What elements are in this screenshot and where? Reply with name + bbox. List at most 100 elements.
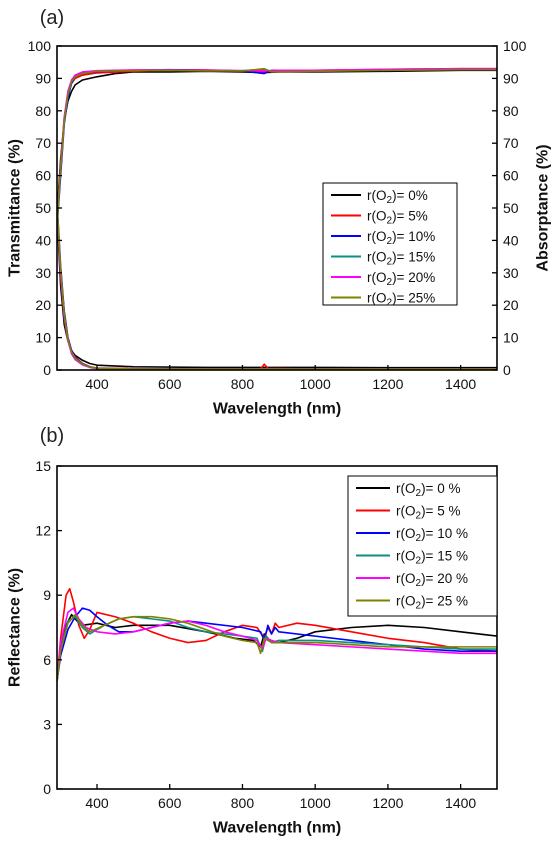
- y-tick-label: 15: [35, 458, 51, 474]
- legend-entry-pre: r(O: [396, 503, 416, 518]
- y-tick-label: 90: [35, 70, 51, 86]
- chart-panel-0: (a) 0 0 10 10 20 20 30 30 40 40 50 50 60 60 70 70 80 80 90 9…: [7, 7, 552, 418]
- legend: r(O2)= 0%r(O2)= 5%r(O2)= 10%r(O2)= 15%r(…: [322, 182, 458, 309]
- legend-entry-sub: 2: [387, 216, 393, 227]
- legend-entry-post: )= 15%: [392, 249, 435, 264]
- y-tick-label: 12: [35, 523, 51, 539]
- legend-entry-sub: 2: [416, 556, 422, 567]
- legend-entry-sub: 2: [416, 488, 422, 499]
- legend: r(O2)= 0 %r(O2)= 5 %r(O2)= 10 %r(O2)= 15…: [347, 475, 498, 617]
- legend-entry: r(O2)= 15 %: [396, 548, 468, 567]
- y-tick-label: 100: [28, 38, 52, 54]
- legend-entry-sub: 2: [387, 236, 393, 247]
- y-tick-label-right: 0: [503, 362, 511, 378]
- y-tick-label-right: 40: [503, 232, 519, 248]
- y-tick-label: 40: [35, 232, 51, 248]
- legend-entry-sub: 2: [387, 195, 393, 206]
- series-line-5-transmittance: [57, 67, 497, 225]
- y-tick-label-right: 100: [503, 38, 527, 54]
- legend-entry-pre: r(O: [396, 481, 416, 496]
- legend-entry-pre: r(O: [396, 526, 416, 541]
- legend-entry: r(O2)= 10 %: [396, 526, 468, 545]
- series-line-0-absorptance: [57, 214, 497, 369]
- y-tick-label: 3: [43, 716, 51, 732]
- legend-entry: r(O2)= 0%: [367, 188, 428, 207]
- y-tick-label-right: 70: [503, 135, 519, 151]
- x-tick-label: 400: [85, 376, 109, 392]
- legend-entry-post: )= 20 %: [421, 571, 468, 586]
- legend-entry-post: )= 25%: [392, 290, 435, 305]
- legend-entry: r(O2)= 25%: [367, 290, 435, 309]
- legend-entry-pre: r(O: [367, 270, 387, 285]
- x-tick-label: 1200: [372, 376, 403, 392]
- x-tick-label: 800: [231, 376, 255, 392]
- y-tick-label: 70: [35, 135, 51, 151]
- y-tick-label: 0: [43, 362, 51, 378]
- legend-entry-pre: r(O: [367, 229, 387, 244]
- x-tick-label: 1400: [445, 376, 476, 392]
- series-line-2-reflectance: [57, 607, 497, 682]
- legend-entry: r(O2)= 5%: [367, 208, 428, 227]
- legend-entry: r(O2)= 20%: [367, 270, 435, 289]
- legend-entry: r(O2)= 25 %: [396, 593, 468, 612]
- legend-entry-sub: 2: [416, 578, 422, 589]
- legend-entry-pre: r(O: [367, 208, 387, 223]
- series-line-5-reflectance: [57, 613, 497, 682]
- legend-entry-sub: 2: [387, 257, 393, 268]
- x-tick-label: 600: [158, 795, 182, 811]
- series-group: [57, 67, 497, 370]
- legend-entry-post: )= 25 %: [421, 593, 468, 608]
- y-tick-label-right: 80: [503, 103, 519, 119]
- legend-entry: r(O2)= 0 %: [396, 481, 460, 500]
- panel-label: (b): [40, 425, 64, 447]
- x-axis-title: Wavelength (nm): [213, 401, 341, 418]
- y-tick-label: 10: [35, 330, 51, 346]
- series-group: [57, 587, 497, 682]
- legend-entry-sub: 2: [387, 277, 393, 288]
- legend-entry-post: )= 10%: [392, 229, 435, 244]
- x-tick-label: 1400: [445, 795, 476, 811]
- y-tick-label: 50: [35, 200, 51, 216]
- y-tick-label: 6: [43, 652, 51, 668]
- series-line-0-reflectance: [57, 613, 497, 682]
- legend-entry-post: )= 20%: [392, 270, 435, 285]
- x-tick-label: 1000: [300, 376, 331, 392]
- legend-entry-sub: 2: [416, 533, 422, 544]
- legend-entry-sub: 2: [416, 511, 422, 522]
- y-tick-label-right: 90: [503, 70, 519, 86]
- legend-entry-post: )= 0 %: [421, 481, 460, 496]
- y-tick-label-right: 60: [503, 168, 519, 184]
- y-tick-label-right: 50: [503, 200, 519, 216]
- legend-entry: r(O2)= 20 %: [396, 571, 468, 590]
- legend-entry-post: )= 5 %: [421, 503, 460, 518]
- y-tick-label: 30: [35, 265, 51, 281]
- series-line-5-absorptance: [57, 204, 497, 370]
- chart-panel-1: (b) 0 3 6 9 12 15 400 600 800 1000 1200 1400 Waveleng…: [7, 425, 498, 837]
- y-axis-title-right: Absorptance (%): [535, 144, 552, 271]
- x-tick-label: 1200: [372, 795, 403, 811]
- legend-entry-pre: r(O: [367, 188, 387, 203]
- y-axis-title: Transmittance (%): [7, 139, 24, 277]
- legend-entry-pre: r(O: [396, 548, 416, 563]
- y-axis-title: Reflectance (%): [7, 568, 24, 687]
- legend-box: [322, 182, 458, 306]
- legend-entry-pre: r(O: [367, 290, 387, 305]
- legend-entry-sub: 2: [387, 298, 393, 309]
- legend-entry-pre: r(O: [367, 249, 387, 264]
- legend-entry-sub: 2: [416, 601, 422, 612]
- legend-entry-post: )= 10 %: [421, 526, 468, 541]
- x-tick-label: 400: [85, 795, 109, 811]
- x-axis-title: Wavelength (nm): [213, 820, 341, 837]
- series-line-4-reflectance: [57, 607, 497, 682]
- legend-entry-post: )= 5%: [392, 208, 428, 223]
- legend-entry: r(O2)= 5 %: [396, 503, 460, 522]
- legend-entry: r(O2)= 15%: [367, 249, 435, 268]
- y-tick-label-right: 20: [503, 297, 519, 313]
- y-tick-label-right: 10: [503, 330, 519, 346]
- y-tick-label: 80: [35, 103, 51, 119]
- x-tick-label: 1000: [300, 795, 331, 811]
- y-tick-label: 9: [43, 587, 51, 603]
- legend-entry-post: )= 15 %: [421, 548, 468, 563]
- y-tick-label: 60: [35, 168, 51, 184]
